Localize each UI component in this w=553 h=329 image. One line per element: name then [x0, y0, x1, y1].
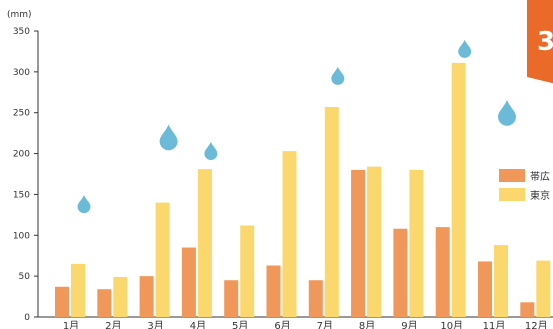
x-tick-label: 10月	[440, 320, 463, 329]
x-tick-label: 5月	[232, 320, 248, 329]
bar-tokyo	[494, 245, 508, 317]
y-tick-label: 100	[13, 231, 30, 241]
legend-label: 帯広	[530, 170, 550, 183]
bar-tokyo	[409, 169, 424, 317]
x-axis-category-labels: 1月 2月 3月 4月 5月 6月 7月 8月 9月 10月 11月 12月	[63, 320, 548, 329]
bar-obihiro	[520, 302, 535, 317]
bar-obihiro	[478, 261, 492, 317]
x-tick-label: 12月	[525, 320, 548, 329]
bar-tokyo	[240, 225, 255, 317]
bar-tokyo	[324, 106, 339, 317]
y-tick-label: 150	[13, 190, 30, 200]
x-tick-label: 8月	[359, 320, 375, 329]
x-tick-label: 3月	[147, 320, 163, 329]
bar-obihiro	[55, 286, 69, 317]
bar-obihiro	[435, 227, 450, 317]
bar-obihiro	[351, 169, 366, 317]
bar-tokyo	[282, 151, 297, 317]
raindrop-icon	[458, 39, 472, 58]
x-tick-label: 9月	[401, 320, 417, 329]
legend-swatch	[499, 188, 525, 201]
y-tick-label: 50	[19, 272, 31, 282]
section-badge: 3	[527, 0, 553, 84]
x-tick-label: 7月	[317, 320, 333, 329]
bar-obihiro	[97, 289, 112, 317]
bar-tokyo	[197, 169, 212, 317]
bar-obihiro	[139, 276, 154, 317]
badge-ribbon-shape	[527, 0, 553, 84]
y-tick-label: 250	[13, 109, 30, 119]
raindrop-icon	[159, 124, 178, 151]
raindrop-icon	[77, 194, 91, 214]
bar-tokyo	[367, 166, 382, 317]
y-axis-tick-marks	[34, 30, 38, 318]
x-tick-label: 11月	[483, 320, 506, 329]
raindrop-icon	[331, 66, 345, 85]
bar-tokyo	[155, 202, 170, 317]
x-tick-label: 4月	[190, 320, 206, 329]
raindrop-decorations	[77, 39, 516, 214]
y-tick-label: 0	[24, 313, 30, 323]
bar-tokyo	[536, 260, 551, 317]
bar-tokyo	[113, 276, 128, 317]
bar-obihiro	[393, 228, 408, 317]
y-axis-unit-label: (mm)	[7, 10, 32, 20]
bar-tokyo	[71, 263, 85, 317]
bar-series	[55, 62, 551, 317]
raindrop-icon	[204, 141, 218, 161]
badge-number: 3	[537, 27, 553, 57]
bar-obihiro	[308, 280, 323, 317]
legend-swatch	[499, 169, 525, 182]
bar-obihiro	[266, 265, 281, 317]
bar-obihiro	[181, 247, 196, 317]
y-tick-label: 200	[13, 150, 30, 160]
bar-tokyo	[451, 62, 466, 317]
x-tick-label: 6月	[274, 320, 290, 329]
y-tick-label: 350	[13, 27, 30, 37]
legend-label: 東京	[530, 189, 550, 202]
x-tick-label: 1月	[63, 320, 79, 329]
bar-obihiro	[224, 280, 239, 317]
raindrop-icon	[498, 99, 516, 126]
y-axis-tick-labels: 0 50 100 150 200 250 300 350	[13, 27, 30, 323]
x-tick-label: 2月	[105, 320, 121, 329]
y-tick-label: 300	[13, 68, 30, 78]
